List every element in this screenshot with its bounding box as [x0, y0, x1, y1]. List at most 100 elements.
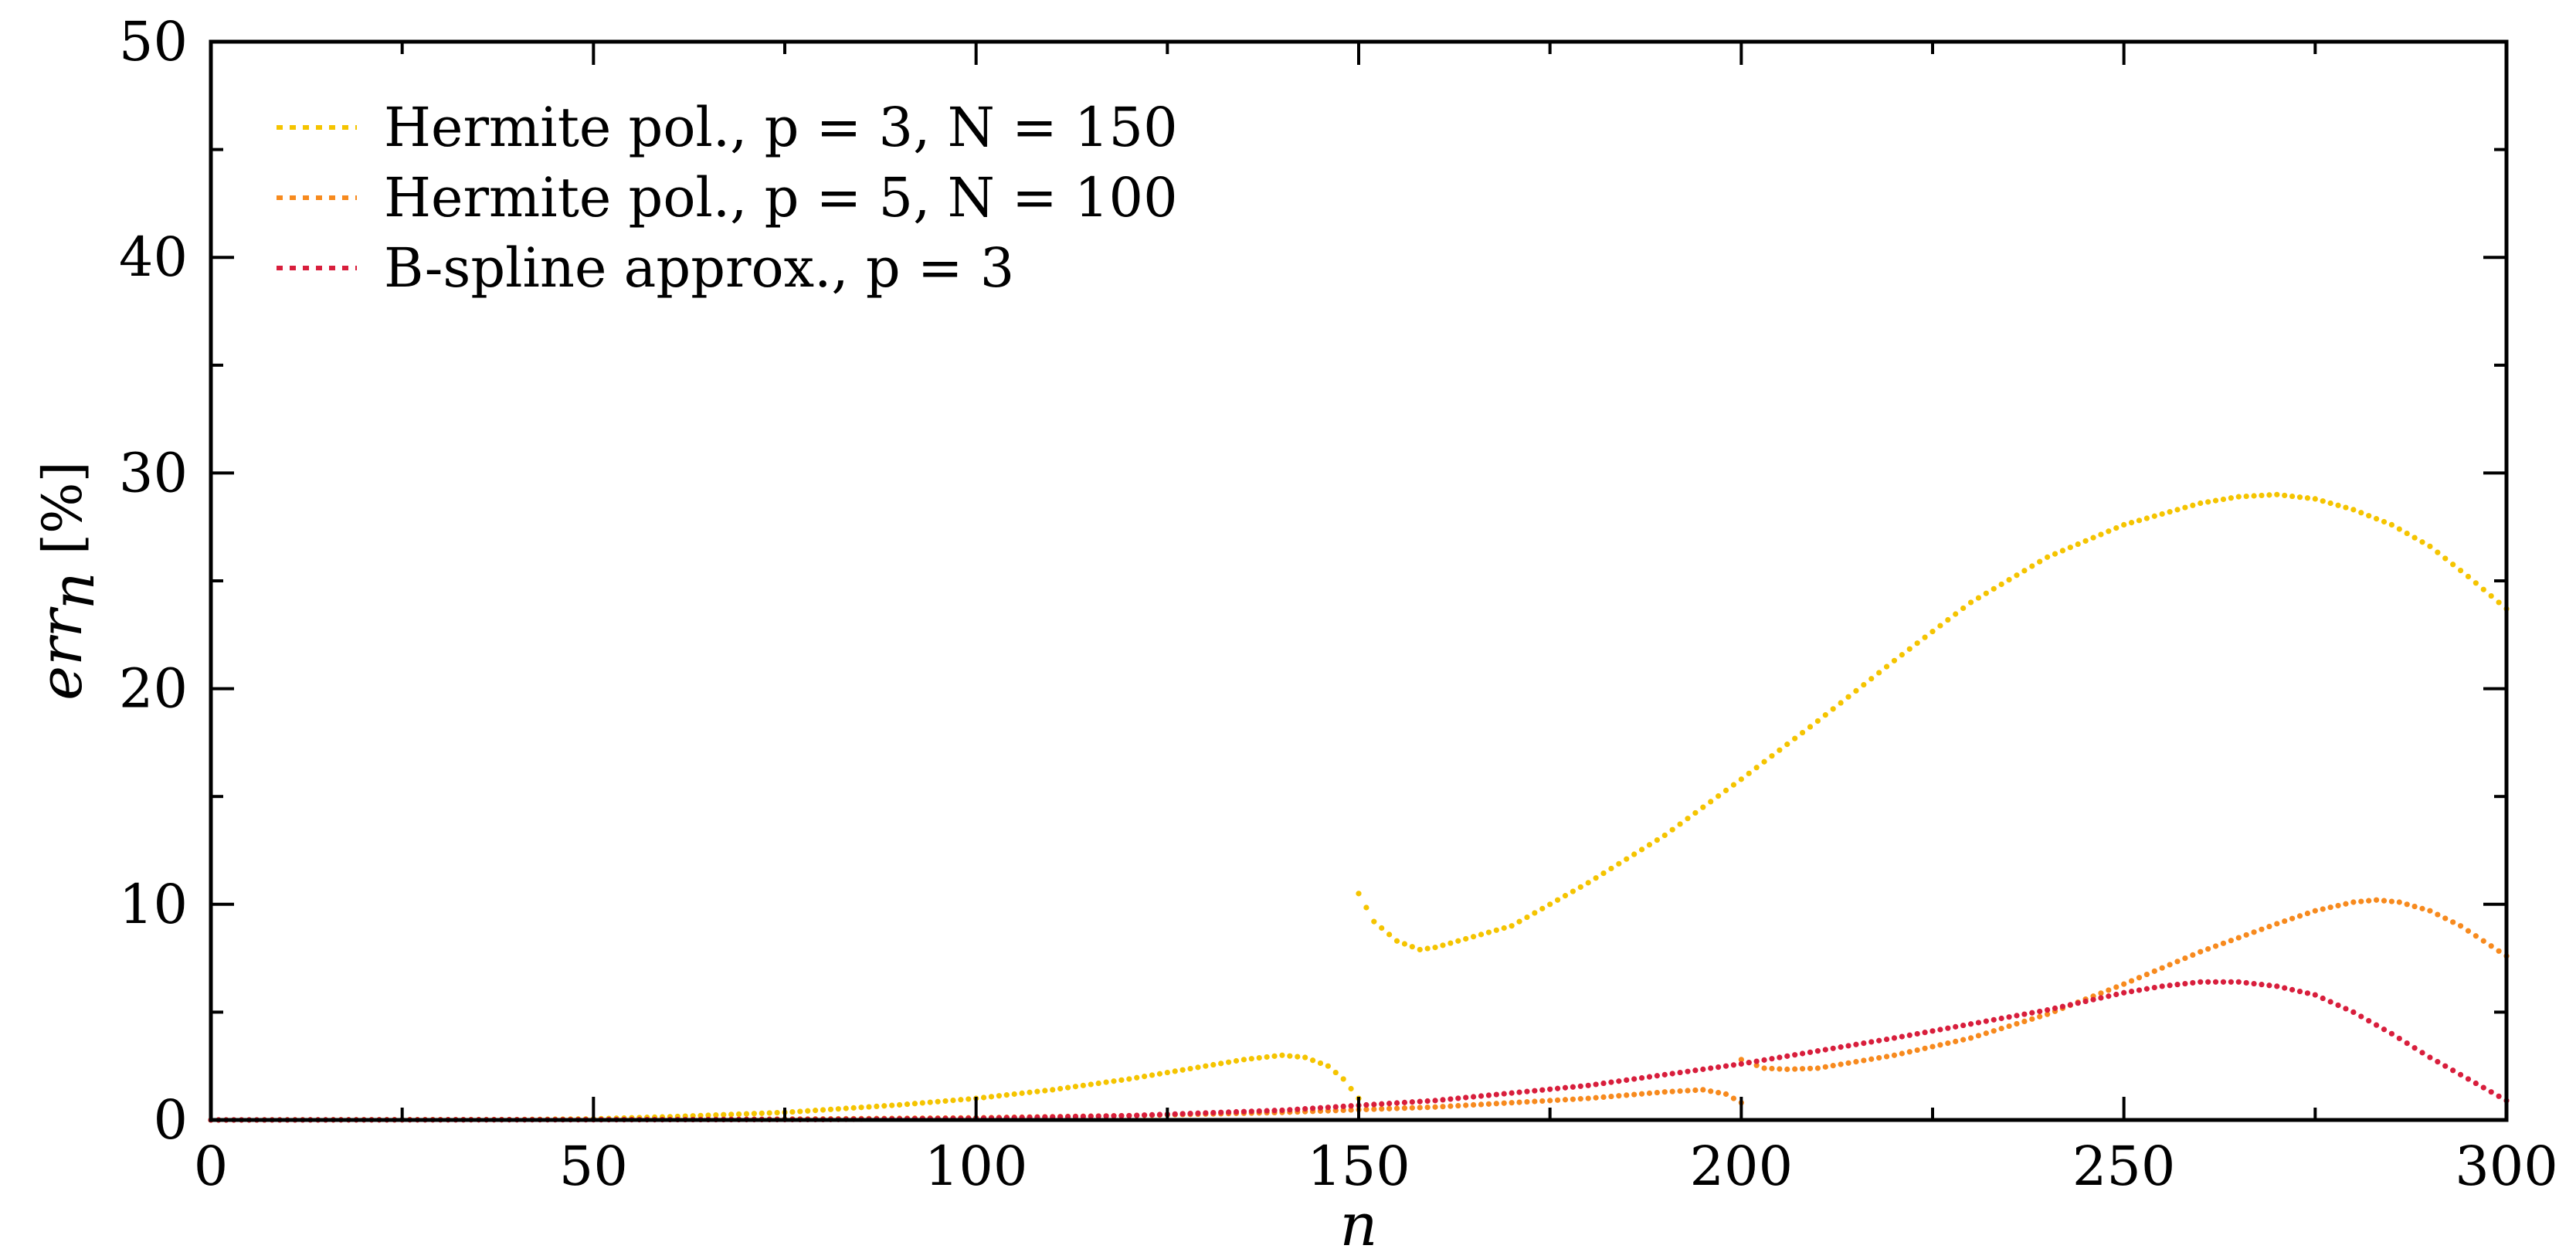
- series-point: [1638, 847, 1645, 853]
- series-point: [2327, 500, 2333, 507]
- series-point: [1891, 1052, 1898, 1058]
- series-point: [2312, 908, 2318, 914]
- series-point: [1991, 1016, 1997, 1023]
- series-point: [2457, 567, 2464, 574]
- series-point: [2098, 995, 2104, 1001]
- series-point: [827, 1106, 834, 1112]
- x-tick-label: 250: [2072, 1135, 2176, 1198]
- series-point: [2029, 1016, 2035, 1022]
- series-point: [2251, 980, 2257, 987]
- series-point: [2045, 1007, 2051, 1013]
- series-0: [208, 491, 2510, 1123]
- series-point: [1807, 1065, 1814, 1071]
- series-point: [1417, 946, 1423, 953]
- series-point: [1539, 905, 1546, 911]
- series-point: [1761, 1065, 1767, 1071]
- series-point: [2442, 555, 2449, 562]
- series-point: [1906, 1049, 1912, 1055]
- series-point: [1646, 842, 1653, 848]
- series-point: [2419, 539, 2425, 545]
- series-point: [2450, 1067, 2456, 1074]
- series-point: [2220, 979, 2227, 985]
- series-point: [1585, 880, 1591, 886]
- series-point: [2174, 959, 2181, 965]
- series-point: [2113, 524, 2120, 531]
- series-point: [1638, 1091, 1645, 1097]
- series-point: [2312, 992, 2318, 998]
- series-point: [2358, 1013, 2364, 1020]
- series-point: [1738, 1057, 1744, 1063]
- series-point: [2396, 1035, 2402, 1042]
- series-point: [1325, 1105, 1331, 1111]
- series-point: [1064, 1084, 1071, 1091]
- series-point: [2366, 1017, 2372, 1024]
- series-point: [1945, 1025, 1951, 1031]
- series-point: [805, 1108, 811, 1114]
- series-point: [1876, 1037, 1882, 1044]
- series-point: [2021, 568, 2028, 574]
- series-point: [897, 1101, 903, 1108]
- series-point: [2029, 1010, 2035, 1016]
- series-point: [1722, 1091, 1729, 1098]
- series-point: [2465, 573, 2472, 580]
- series-point: [1080, 1113, 1086, 1120]
- series-point: [1585, 1082, 1591, 1088]
- series-point: [1608, 1079, 1614, 1085]
- series-point: [2006, 577, 2012, 583]
- series-point: [2121, 521, 2127, 528]
- series-point: [2343, 901, 2349, 907]
- series-point: [1501, 925, 1507, 932]
- series-point: [1295, 1054, 1301, 1060]
- series-point: [2274, 921, 2280, 927]
- series-point: [1348, 1107, 1354, 1113]
- series-point: [1401, 1099, 1408, 1105]
- legend-label-2: B-spline approx., p = 3: [384, 236, 1014, 300]
- series-point: [1019, 1090, 1025, 1096]
- series-point: [2251, 929, 2257, 935]
- series-point: [1838, 700, 1844, 706]
- series-point: [1677, 821, 1683, 827]
- labels-layer: 0 50 100 150 200 250 300 0 10 20 30 40 50: [119, 10, 2558, 1198]
- series-point: [2411, 903, 2418, 910]
- series-point: [820, 1107, 826, 1113]
- series-point: [2190, 952, 2196, 959]
- series-point: [1524, 1098, 1530, 1105]
- series-point: [2106, 987, 2112, 993]
- series-point: [2067, 545, 2073, 551]
- series-point: [2289, 986, 2296, 993]
- series-point: [1937, 1042, 1943, 1048]
- series-point: [2381, 1027, 2388, 1033]
- series-point: [1095, 1113, 1101, 1119]
- series-point: [1440, 1097, 1446, 1103]
- series-point: [1532, 1098, 1538, 1105]
- series-point: [2174, 982, 2181, 988]
- series-point: [1448, 1103, 1454, 1109]
- series-point: [1608, 1093, 1614, 1100]
- x-tick-label: 200: [1690, 1135, 1794, 1198]
- series-point: [2190, 502, 2196, 508]
- series-point: [1126, 1112, 1132, 1119]
- series-point: [1937, 1027, 1943, 1033]
- series-point: [1256, 1108, 1262, 1115]
- series-point: [1861, 1040, 1867, 1047]
- series-point: [2205, 945, 2211, 952]
- series-point: [2106, 993, 2112, 999]
- series-point: [1156, 1071, 1163, 1077]
- series-point: [1692, 809, 1699, 816]
- series-point: [728, 1111, 735, 1118]
- series-point: [1868, 1056, 1875, 1062]
- series-point: [2381, 518, 2388, 525]
- series-point: [1991, 1028, 1997, 1034]
- series-point: [1478, 1093, 1485, 1099]
- series-point: [2472, 933, 2479, 939]
- series-point: [1722, 787, 1729, 793]
- series-point: [1302, 1054, 1308, 1060]
- series-point: [1240, 1108, 1247, 1115]
- series-point: [1822, 712, 1828, 718]
- series-point: [1891, 1035, 1898, 1041]
- series-point: [2289, 915, 2296, 921]
- series-point: [980, 1094, 987, 1101]
- series-point: [1983, 1030, 1989, 1037]
- series-point: [2388, 521, 2394, 528]
- series-point: [1922, 1045, 1928, 1051]
